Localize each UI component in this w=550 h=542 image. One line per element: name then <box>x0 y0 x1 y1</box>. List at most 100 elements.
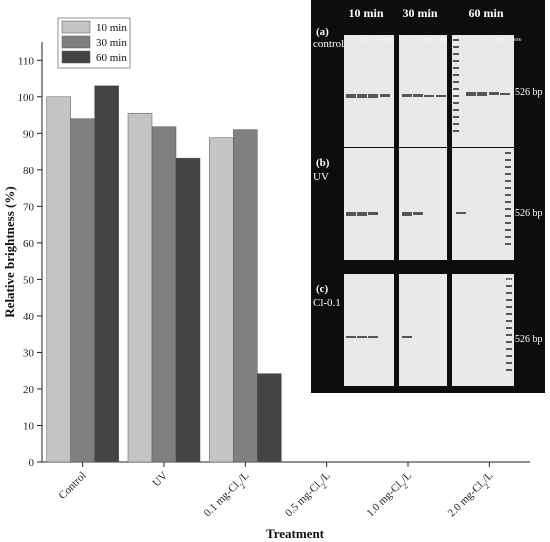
bar-60-min <box>175 157 201 463</box>
gel-image <box>399 274 447 386</box>
gel-column-header: 10 min <box>348 6 383 20</box>
gel-band <box>357 212 367 216</box>
bar-10-min <box>46 96 71 463</box>
ladder-band <box>505 236 511 238</box>
gel-lane-label: 1/1 <box>348 37 353 42</box>
gel-lane-label: 1/10 <box>414 37 421 42</box>
gel-band <box>346 336 356 338</box>
legend-label: 10 min <box>96 22 127 34</box>
ladder-band <box>506 285 512 287</box>
gel-panel-name: Cl-0.1 <box>313 297 341 309</box>
ladder-band <box>453 88 459 90</box>
legend-label: 60 min <box>96 52 127 64</box>
bars <box>46 85 282 463</box>
gel-band <box>380 94 390 97</box>
gel-panels: (a)control 1/1 1/10 1/100 1/1000 1/1 1/10 1/100… <box>313 26 543 386</box>
gel-band <box>357 94 367 98</box>
y-tick-label: 80 <box>23 165 35 177</box>
y-axis-title: Relative brightness (%) <box>2 186 17 317</box>
y-tick-label: 10 <box>23 420 35 432</box>
gel-inset: 10 min 30 min 60 min (a)control 1/1 1/10 1/10… <box>311 0 545 393</box>
gel-image <box>399 35 447 147</box>
x-ticks: Control UV 0.1 mg-Cl2/L 0.5 mg-Cl2/L 1.0 mg-… <box>57 462 496 521</box>
ladder-band <box>506 334 512 336</box>
bar-10-min <box>209 137 234 463</box>
gel-lane-label: 1/10 <box>359 37 366 42</box>
bar-30-min <box>70 118 95 463</box>
ladder-band <box>505 152 511 154</box>
ladder-band <box>453 81 459 83</box>
gel-image <box>452 35 514 147</box>
gel-band <box>357 336 367 338</box>
ladder-band <box>506 362 512 364</box>
x-tick-label: Control <box>57 470 89 502</box>
ladder-band <box>506 299 512 301</box>
ladder-band <box>505 229 511 231</box>
x-tick-label: 0.5 mg-Cl2/L <box>283 469 335 521</box>
gel-band <box>466 92 476 96</box>
x-tick-label: 1.0 mg-Cl2/L <box>364 469 416 521</box>
gel-image <box>399 148 447 260</box>
x-tick-label: UV <box>150 470 170 490</box>
y-tick-label: 20 <box>23 384 35 396</box>
ladder-band <box>505 243 511 245</box>
y-tick-label: 70 <box>23 201 35 213</box>
gel-band <box>489 92 499 95</box>
ladder-band <box>453 123 459 125</box>
band-size-label: 526 bp <box>515 334 543 345</box>
gel-band <box>424 95 434 97</box>
y-tick-label: 90 <box>23 128 35 140</box>
legend-swatch <box>61 35 91 49</box>
y-ticks: 0 10 20 30 40 50 60 70 80 90 100 110 <box>18 55 42 469</box>
bar-10-min <box>127 112 153 463</box>
gel-panel-letter: (c) <box>316 283 329 295</box>
bar-30-min <box>151 126 177 463</box>
gel-band <box>413 94 423 97</box>
ladder-band <box>505 222 511 224</box>
gel-lane-label: 1/1000 <box>382 37 393 42</box>
gel-column-header: 60 min <box>468 6 503 20</box>
gel-lane-label: 1/100 <box>496 37 505 42</box>
gel-band <box>413 212 423 215</box>
bar-60-min <box>94 85 119 463</box>
ladder-band <box>505 215 511 217</box>
ladder-band <box>506 320 512 322</box>
gel-lane-label: 1/100 <box>425 37 434 42</box>
gel-panel-letter: (b) <box>316 157 330 169</box>
ladder-band <box>506 369 512 371</box>
ladder-band <box>505 208 511 210</box>
x-axis-title: Treatment <box>266 526 325 541</box>
gel-column-header: 30 min <box>402 6 437 20</box>
gel-lane-label: 1/1 <box>403 37 408 42</box>
ladder-band <box>505 173 511 175</box>
gel-image <box>344 148 394 260</box>
bar-60-min <box>257 373 282 463</box>
gel-column-headers: 10 min 30 min 60 min <box>348 6 503 20</box>
gel-band <box>500 93 510 95</box>
ladder-band <box>453 102 459 104</box>
ladder-band <box>506 313 512 315</box>
ladder-band <box>453 60 459 62</box>
gel-lane-label: 1/100 <box>371 37 380 42</box>
ladder-band <box>506 278 512 280</box>
gel-band <box>368 212 378 215</box>
legend: 10 min 30 min 60 min <box>57 17 131 69</box>
ladder-band <box>453 53 459 55</box>
y-tick-label: 50 <box>23 274 35 286</box>
y-tick-label: 0 <box>29 457 35 469</box>
ladder-band <box>505 201 511 203</box>
gel-band <box>456 212 466 214</box>
gel-image <box>452 148 514 260</box>
ladder-band <box>505 194 511 196</box>
gel-band <box>346 94 356 98</box>
ladder-band <box>505 166 511 168</box>
gel-band <box>402 336 412 338</box>
gel-band <box>436 95 446 97</box>
gel-lane-label: 1/1 <box>468 37 473 42</box>
gel-image <box>344 35 394 147</box>
ladder-band <box>506 306 512 308</box>
ladder-band <box>453 116 459 118</box>
legend-label: 30 min <box>96 37 127 49</box>
ladder-band <box>506 327 512 329</box>
gel-band <box>346 212 356 216</box>
